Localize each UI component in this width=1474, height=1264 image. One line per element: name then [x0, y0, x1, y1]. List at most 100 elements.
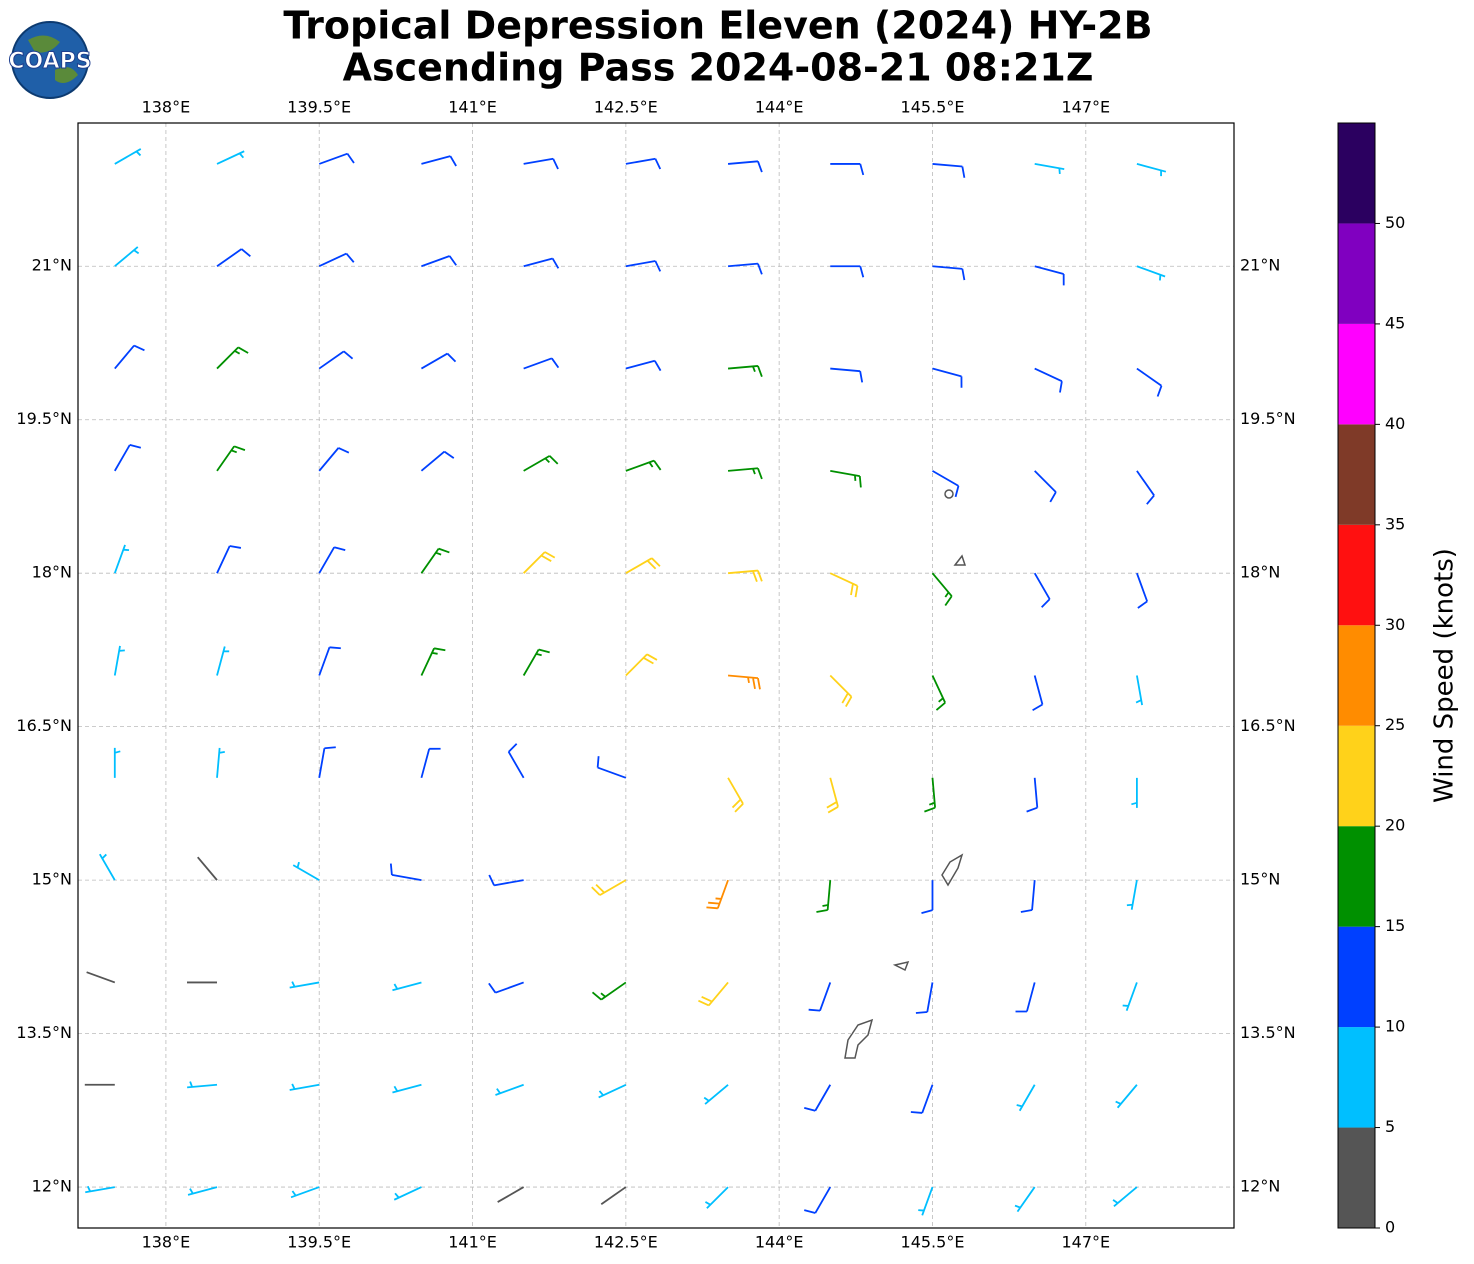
x-tick-label: 139.5°E	[287, 1233, 351, 1252]
y-tick-label: 19.5°N	[1240, 409, 1296, 428]
wind-barb	[932, 470, 960, 498]
wind-barb	[1014, 1186, 1036, 1213]
wind-barb	[727, 777, 744, 813]
wind-barb	[1034, 367, 1063, 393]
wind-barb	[389, 863, 422, 882]
wind-barb	[523, 157, 559, 170]
wind-barb	[488, 874, 524, 887]
barbs	[84, 148, 1167, 1216]
colorbar-segment	[1338, 524, 1375, 626]
wind-barb	[318, 252, 355, 268]
wind-barb	[216, 248, 251, 267]
wind-barb	[816, 880, 832, 913]
y-tick-label: 21°N	[1240, 256, 1280, 275]
wind-barb	[495, 1083, 524, 1096]
colorbar-tick-label: 50	[1385, 213, 1405, 232]
wind-barb	[1033, 572, 1051, 608]
wind-barb	[625, 459, 662, 472]
wind-barb	[727, 262, 763, 275]
island	[941, 853, 964, 887]
island	[944, 489, 954, 499]
wind-barb	[290, 1186, 320, 1199]
wind-barb	[1034, 163, 1065, 175]
colorbar-segment	[1338, 323, 1375, 425]
title-line: Tropical Depression Eleven (2024) HY-2B	[283, 4, 1152, 48]
wind-barb	[318, 546, 346, 574]
wind-barb	[727, 467, 763, 480]
wind-barb	[113, 747, 121, 778]
x-tick-label: 147°E	[1061, 98, 1110, 117]
y-tick-label: 15°N	[1240, 870, 1280, 889]
wind-barb	[1135, 675, 1143, 706]
wind-barb	[591, 981, 627, 1001]
colorbar-segment	[1338, 1127, 1375, 1228]
y-tick-label: 15°N	[32, 870, 72, 889]
wind-barb	[804, 1186, 832, 1214]
wind-barb	[289, 1083, 320, 1091]
colorbar-tick-label: 0	[1385, 1218, 1395, 1237]
wind-barb	[488, 981, 524, 994]
wind-barb	[1136, 470, 1155, 505]
wind-barb	[497, 1186, 525, 1203]
wind-barb	[703, 1084, 729, 1105]
logo-land	[28, 35, 78, 84]
wind-barb	[393, 1186, 422, 1201]
wind-barb	[318, 646, 341, 676]
wind-barb	[113, 544, 130, 574]
wind-barb	[924, 777, 936, 813]
wind-barb	[85, 1185, 115, 1194]
colorbar-tick-label: 30	[1385, 615, 1405, 634]
wind-barb	[915, 982, 934, 1014]
x-tick-label: 145.5°E	[901, 98, 965, 117]
wind-barb	[830, 469, 862, 488]
wind-barb	[1115, 1084, 1138, 1109]
colorbar-label: Wind Speed (knots)	[1430, 548, 1460, 803]
island	[892, 960, 910, 972]
wind-barb	[216, 150, 245, 165]
wind-barb	[1112, 1186, 1138, 1208]
wind-barb	[830, 367, 864, 383]
wind-barb	[318, 152, 355, 165]
wind-barb	[932, 163, 966, 178]
wind-barb	[114, 444, 142, 472]
y-tick-label: 13.5°N	[1240, 1023, 1296, 1042]
wind-barb	[216, 747, 225, 778]
y-tick-label: 19.5°N	[16, 409, 72, 428]
wind-barb	[420, 647, 446, 676]
colorbar-tick-label: 40	[1385, 414, 1405, 433]
wind-barb	[625, 557, 661, 574]
wind-barb	[292, 861, 320, 881]
colorbar-frame	[1337, 122, 1376, 1229]
island	[953, 554, 967, 566]
wind-barb	[523, 257, 560, 269]
colorbar-tick-label: 25	[1385, 715, 1405, 734]
wind-barb	[727, 365, 763, 377]
wind-barb	[706, 879, 729, 910]
logo-text: COAPS	[8, 49, 91, 74]
map-frame	[77, 122, 1235, 1229]
wind-barb	[598, 1083, 627, 1099]
wind-barb	[197, 856, 218, 881]
y-tick-label: 18°N	[32, 563, 72, 582]
wind-barb	[420, 747, 441, 779]
wind-barb	[932, 367, 963, 388]
wind-barb	[523, 455, 559, 472]
y-tick-label: 12°N	[1240, 1177, 1280, 1196]
colorbar-tick-label: 20	[1385, 816, 1405, 835]
x-tick-label: 147°E	[1061, 1233, 1110, 1252]
y-tick-label: 18°N	[1240, 563, 1280, 582]
wind-barb	[829, 572, 859, 598]
wind-barb	[826, 777, 839, 814]
colorbar-segment	[1338, 123, 1375, 224]
wind-barb	[421, 155, 457, 167]
wind-barb	[727, 569, 763, 583]
x-tick-label: 138°E	[142, 1233, 191, 1252]
wind-barb	[1131, 777, 1138, 808]
title-line: Ascending Pass 2024-08-21 08:21Z	[343, 46, 1094, 90]
colorbar-tick-label: 5	[1385, 1117, 1395, 1136]
wind-barb	[1034, 470, 1057, 503]
x-tick-label: 138°E	[142, 98, 191, 117]
x-tick-label: 144°E	[755, 98, 804, 117]
colorbar-segment	[1338, 926, 1375, 1028]
wind-barb	[1020, 880, 1036, 913]
